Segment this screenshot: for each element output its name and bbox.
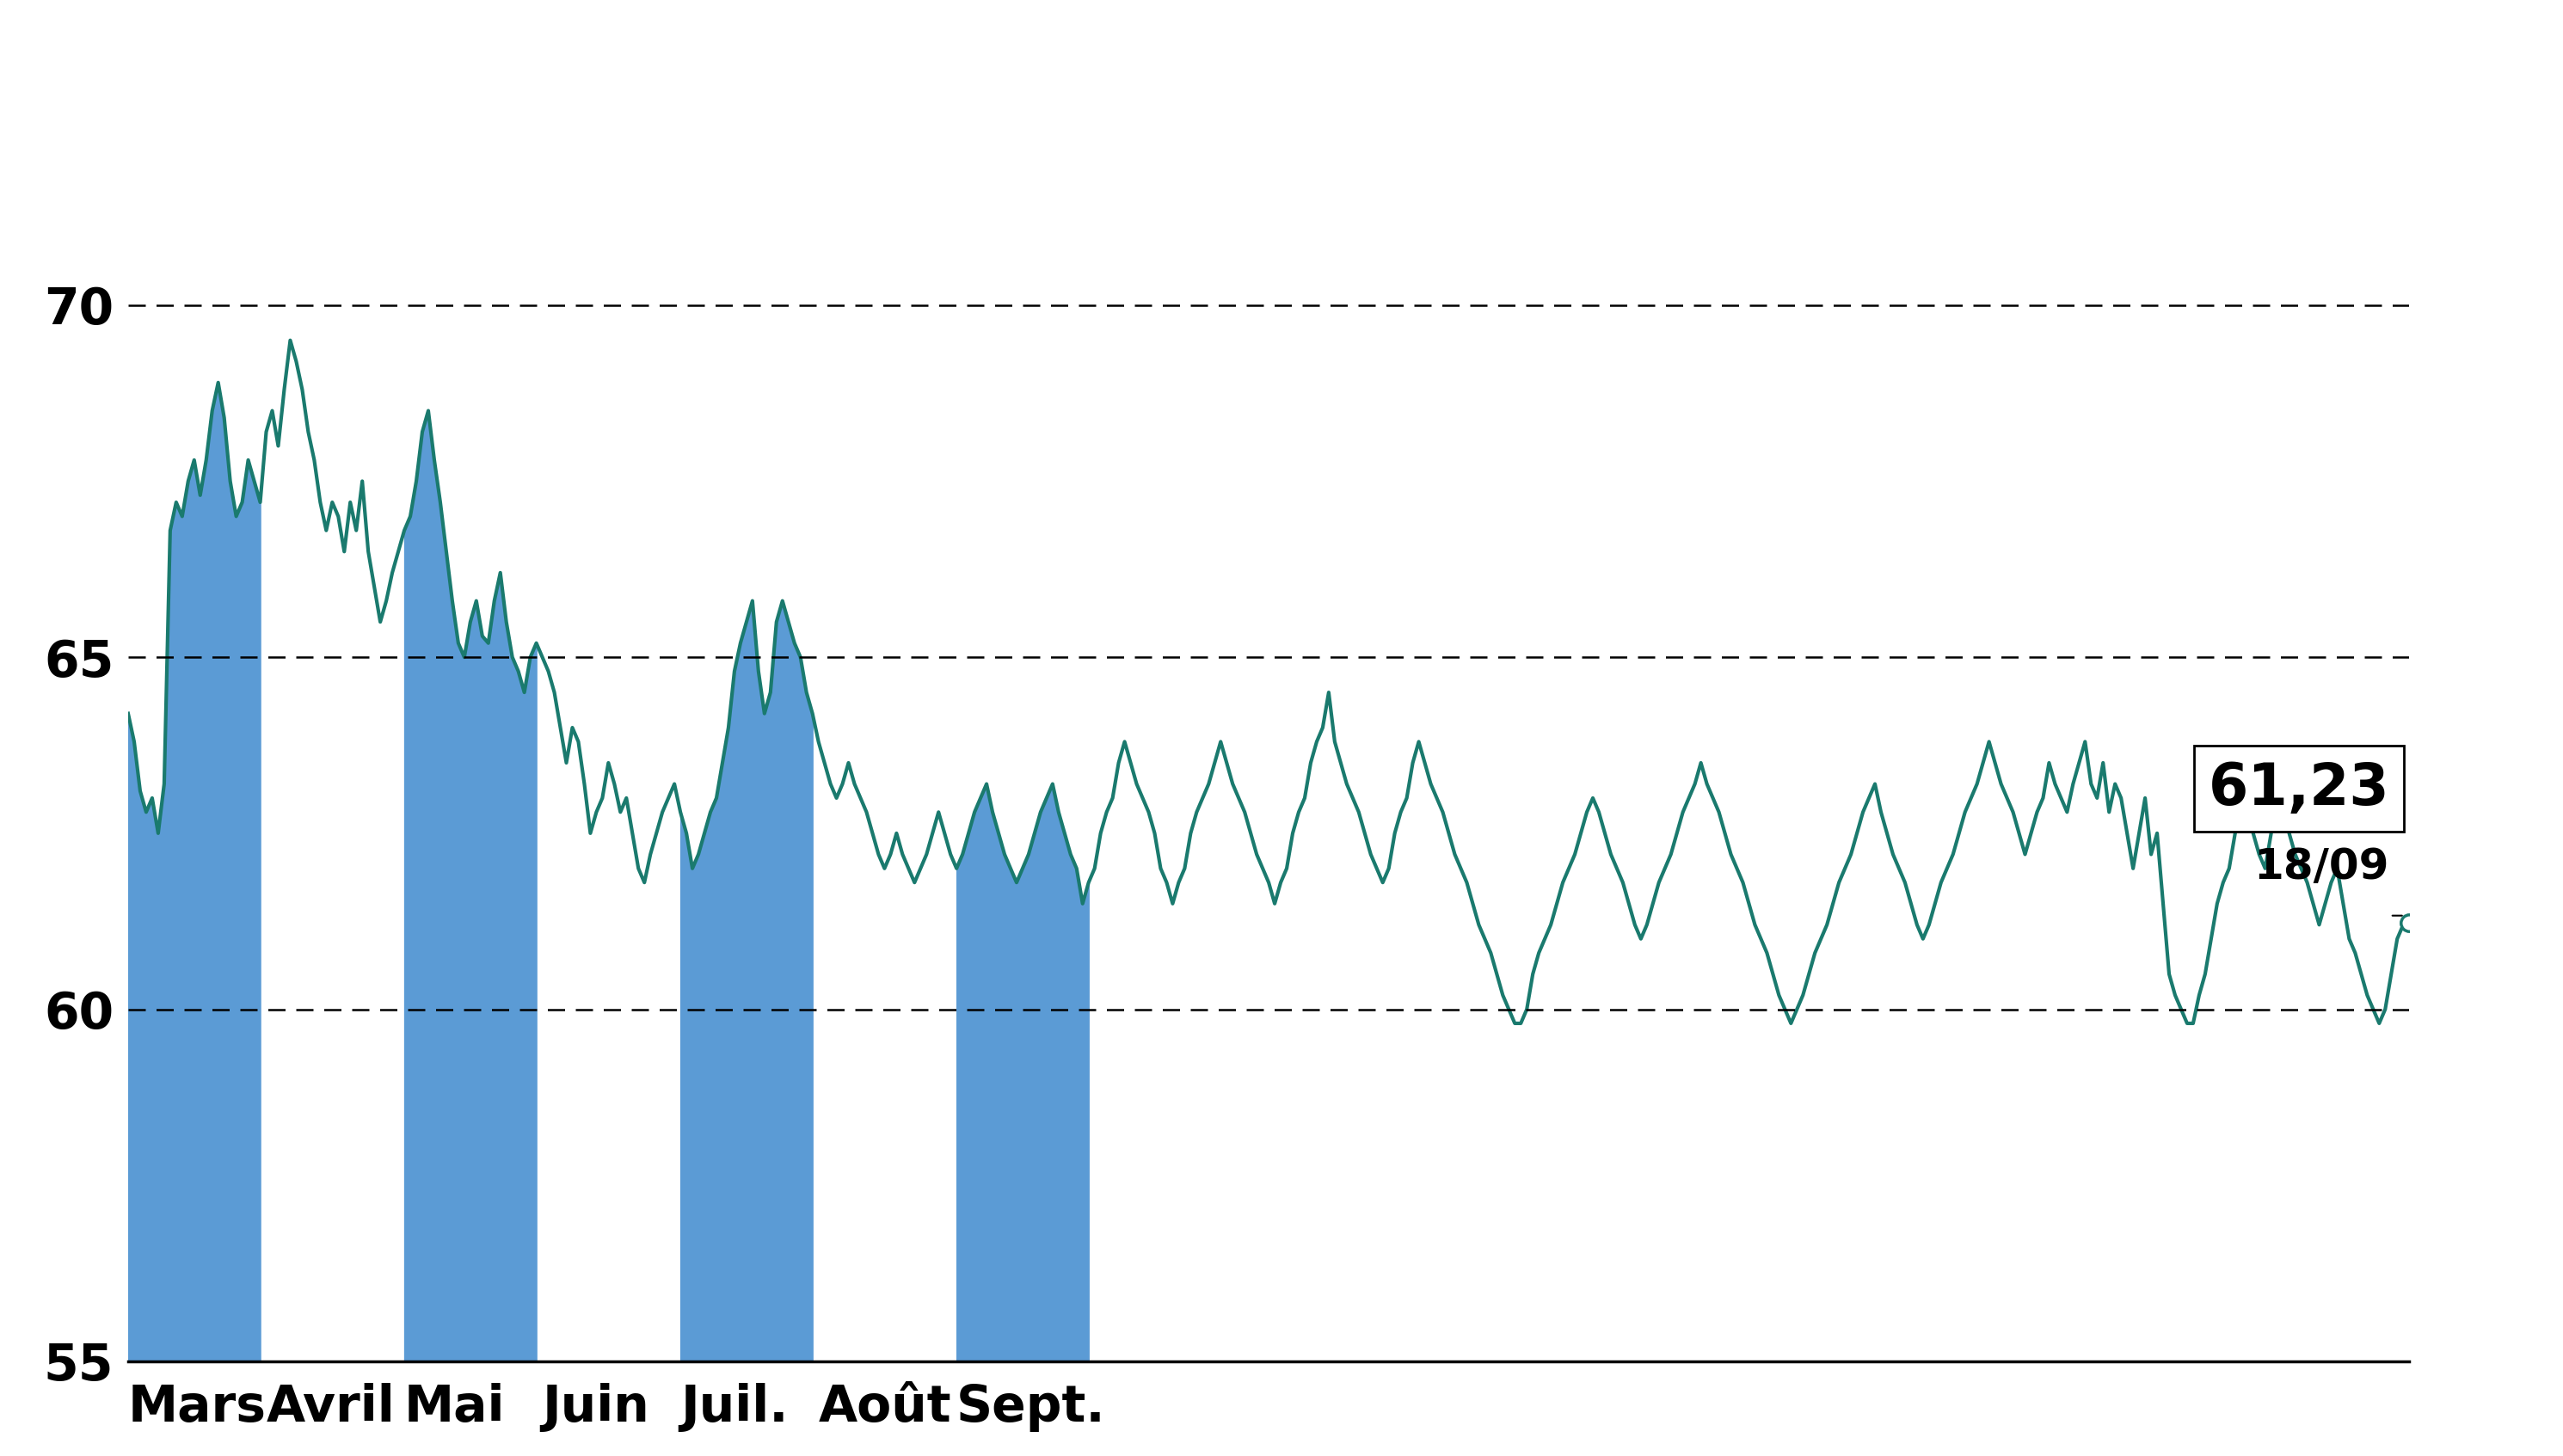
Text: TOTALENERGIES: TOTALENERGIES: [682, 17, 1881, 146]
Text: 61,23: 61,23: [2209, 760, 2389, 817]
Text: 18/09: 18/09: [2253, 846, 2389, 888]
